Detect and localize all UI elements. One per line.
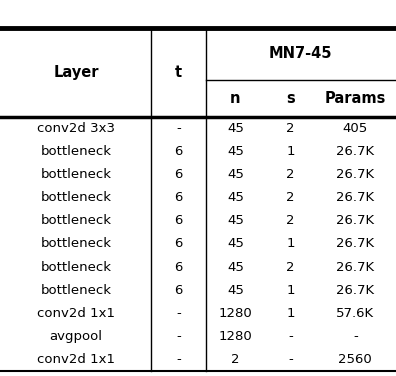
Text: 2: 2 [286,191,295,204]
Text: -: - [176,330,181,343]
Text: 1: 1 [286,284,295,297]
Text: 26.7K: 26.7K [336,238,374,250]
Text: 1280: 1280 [219,330,252,343]
Text: 26.7K: 26.7K [336,214,374,227]
Text: 6: 6 [174,261,183,274]
Text: -: - [176,122,181,135]
Text: -: - [288,330,293,343]
Text: 6: 6 [174,191,183,204]
Text: 26.7K: 26.7K [336,168,374,181]
Text: -: - [176,307,181,320]
Text: 45: 45 [227,168,244,181]
Text: 57.6K: 57.6K [336,307,374,320]
Text: 2560: 2560 [339,353,372,366]
Text: conv2d 1x1: conv2d 1x1 [37,307,115,320]
Text: Layer: Layer [53,65,99,80]
Text: 1280: 1280 [219,307,252,320]
Text: 6: 6 [174,284,183,297]
Text: avgpool: avgpool [50,330,103,343]
Text: 45: 45 [227,261,244,274]
Text: 2: 2 [286,214,295,227]
Text: 6: 6 [174,168,183,181]
Text: 2: 2 [286,261,295,274]
Text: 45: 45 [227,238,244,250]
Text: t: t [175,65,182,80]
Text: 45: 45 [227,122,244,135]
Text: 26.7K: 26.7K [336,261,374,274]
Text: 45: 45 [227,284,244,297]
Text: 6: 6 [174,214,183,227]
Text: 405: 405 [343,122,368,135]
Text: 45: 45 [227,214,244,227]
Text: bottleneck: bottleneck [41,284,112,297]
Text: bottleneck: bottleneck [41,191,112,204]
Text: -: - [353,330,358,343]
Text: 6: 6 [174,145,183,158]
Text: 6: 6 [174,238,183,250]
Text: bottleneck: bottleneck [41,168,112,181]
Text: 1: 1 [286,307,295,320]
Text: -: - [176,353,181,366]
Text: 26.7K: 26.7K [336,284,374,297]
Text: conv2d 3x3: conv2d 3x3 [37,122,115,135]
Text: 45: 45 [227,145,244,158]
Text: bottleneck: bottleneck [41,261,112,274]
Text: -: - [288,353,293,366]
Text: bottleneck: bottleneck [41,214,112,227]
Text: 26.7K: 26.7K [336,191,374,204]
Text: 2: 2 [286,122,295,135]
Text: s: s [286,91,295,106]
Text: 2: 2 [231,353,240,366]
Text: conv2d 1x1: conv2d 1x1 [37,353,115,366]
Text: 26.7K: 26.7K [336,145,374,158]
Text: bottleneck: bottleneck [41,238,112,250]
Text: bottleneck: bottleneck [41,145,112,158]
Text: n: n [230,91,241,106]
Text: Params: Params [325,91,386,106]
Text: 2: 2 [286,168,295,181]
Text: 45: 45 [227,191,244,204]
Text: 1: 1 [286,145,295,158]
Text: MN7-45: MN7-45 [268,46,332,61]
Text: 1: 1 [286,238,295,250]
